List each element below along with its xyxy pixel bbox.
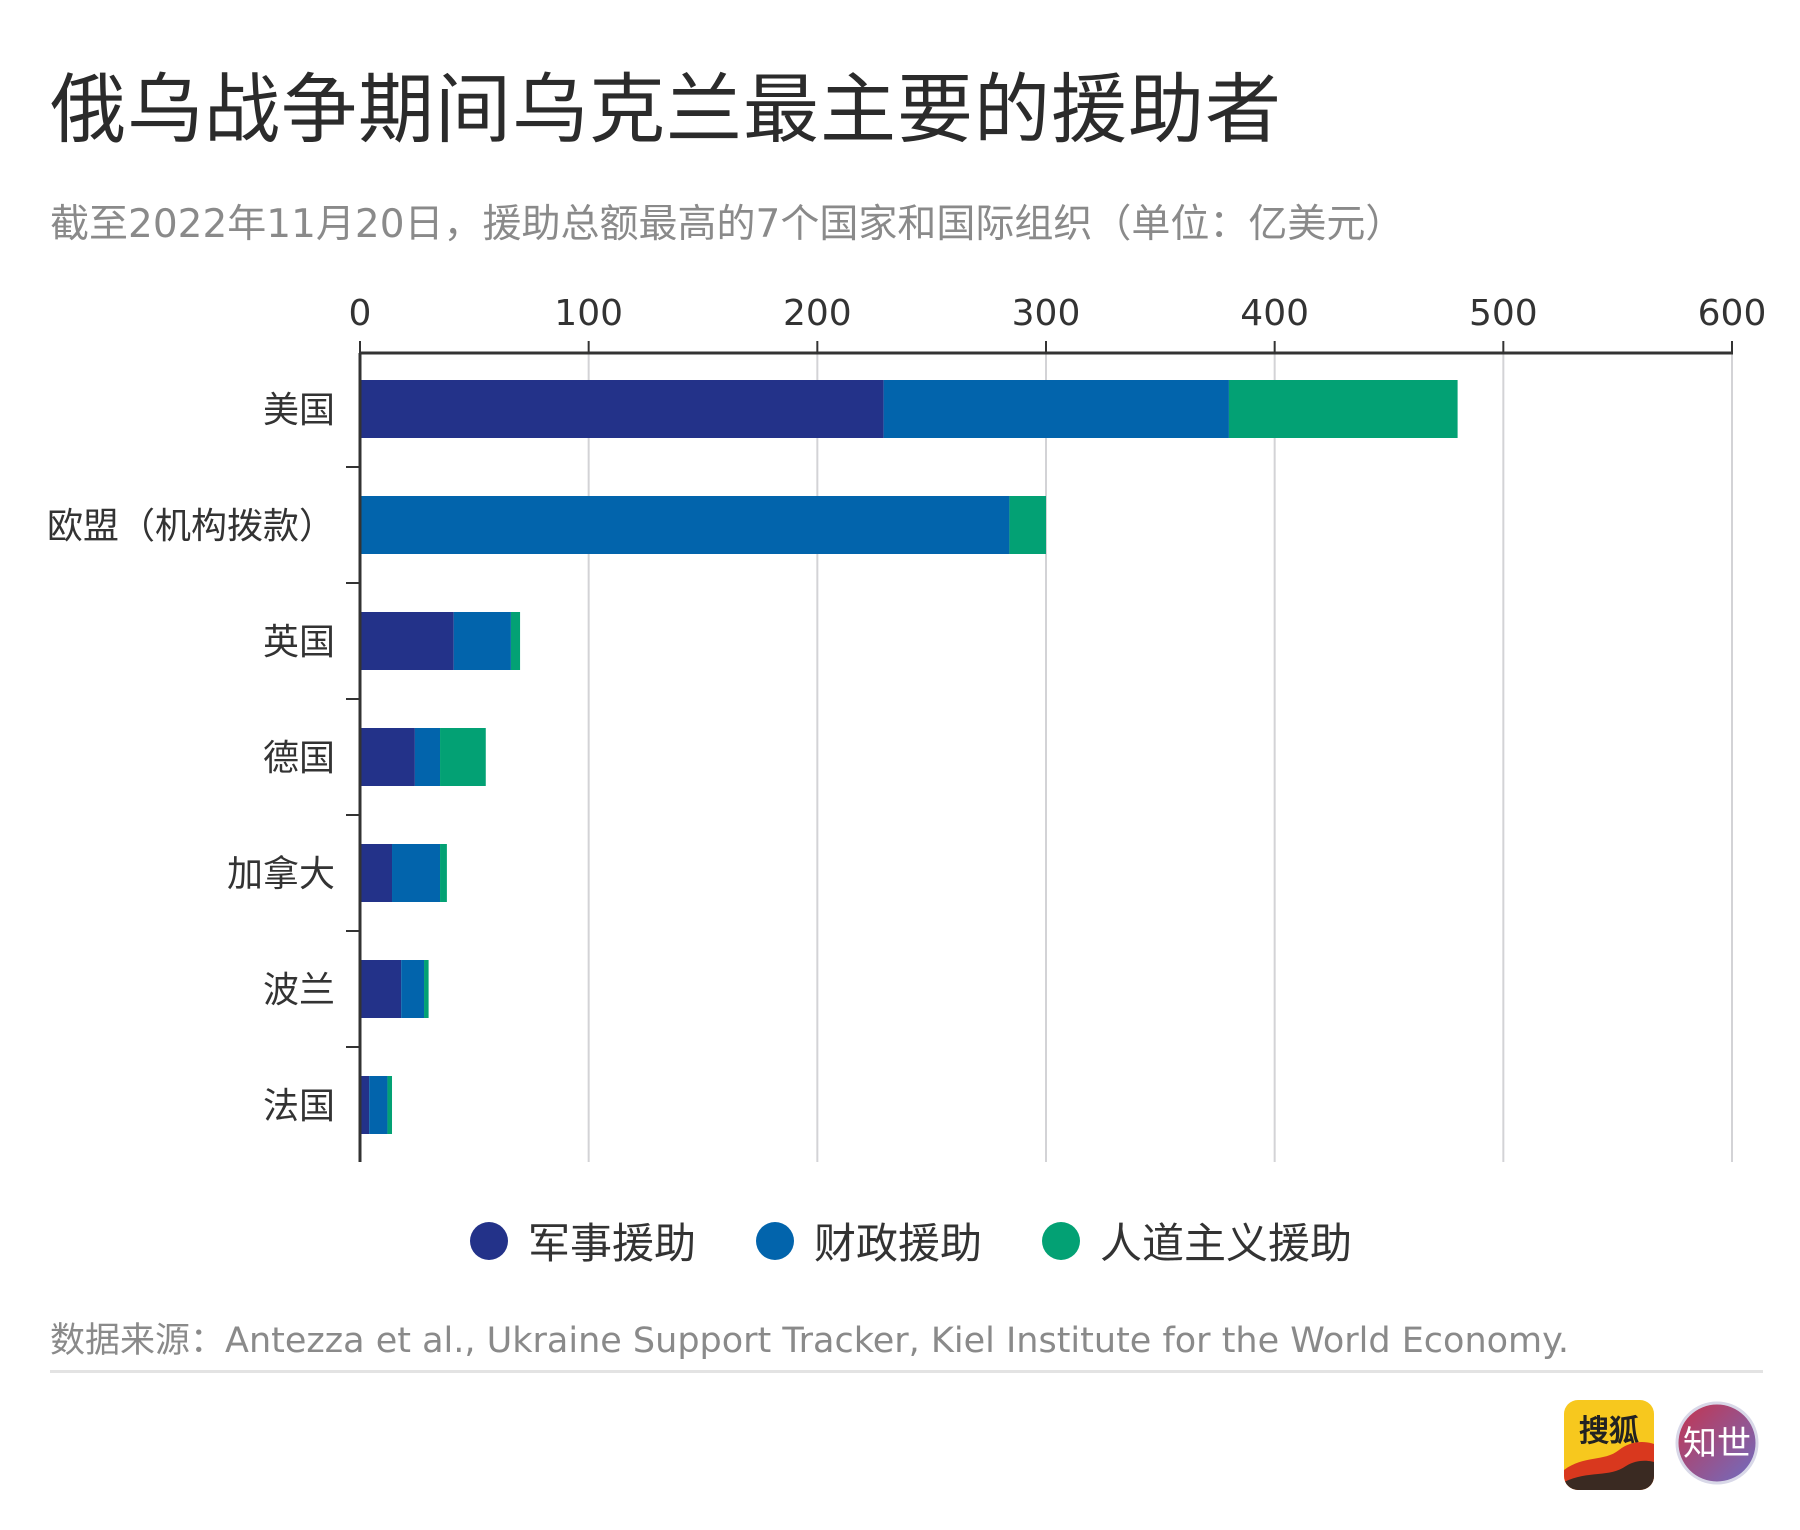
tick-label-x-300: 300 [1012, 293, 1081, 334]
legend-label-financial: 财政援助 [814, 1219, 983, 1268]
category-label-4: 加拿大 [227, 854, 335, 895]
category-label-2: 英国 [263, 622, 335, 663]
category-label-3: 德国 [263, 738, 335, 779]
category-label-1: 欧盟（机构拨款） [47, 506, 335, 547]
tick-label-x-600: 600 [1698, 293, 1767, 334]
bar-0-series-2 [1228, 380, 1458, 438]
category-label-0: 美国 [263, 390, 335, 431]
chart-subtitle: 截至2022年11月20日，援助总额最高的7个国家和国际组织（单位：亿美元） [50, 202, 1405, 247]
bar-4-series-1 [392, 844, 441, 902]
bar-5-series-1 [401, 960, 425, 1018]
bar-5-series-2 [424, 960, 429, 1018]
bar-4-series-0 [360, 844, 393, 902]
bar-4-series-2 [440, 844, 447, 902]
chart-legend: 军事援助 财政援助 人道主义援助 [470, 1210, 1352, 1271]
category-label-5: 波兰 [263, 970, 335, 1011]
category-label-6: 法国 [263, 1086, 335, 1127]
legend-label-military: 军事援助 [528, 1219, 697, 1268]
tick-label-x-400: 400 [1240, 293, 1309, 334]
tick-label-x-200: 200 [783, 293, 852, 334]
chart-title: 俄乌战争期间乌克兰最主要的援助者 [50, 65, 1282, 154]
legend-item-military: 军事援助 [470, 1210, 696, 1271]
sohu-fox-tail-icon [1564, 1442, 1654, 1490]
tick-label-x-0: 0 [349, 293, 372, 334]
bar-3-series-0 [360, 728, 415, 786]
bar-0-series-0 [360, 380, 884, 438]
legend-label-humanitarian: 人道主义援助 [1100, 1219, 1353, 1268]
zhishi-logo: 知世 [1675, 1401, 1759, 1485]
bar-2-series-0 [360, 612, 454, 670]
tick-label-x-100: 100 [554, 293, 623, 334]
tick-label-x-500: 500 [1469, 293, 1538, 334]
legend-item-financial: 财政援助 [756, 1210, 982, 1271]
bar-2-series-1 [453, 612, 511, 670]
bar-3-series-2 [440, 728, 486, 786]
bar-5-series-0 [360, 960, 402, 1018]
bar-6-series-2 [387, 1076, 393, 1134]
bar-6-series-1 [369, 1076, 388, 1134]
bar-2-series-2 [510, 612, 521, 670]
bar-6-series-0 [360, 1076, 370, 1134]
sohu-logo: 搜狐 [1564, 1400, 1654, 1490]
bar-1-series-1 [360, 496, 1010, 554]
legend-swatch-financial [756, 1221, 795, 1260]
data-source-note: 数据来源：Antezza et al., Ukraine Support Tra… [50, 1321, 1569, 1361]
footer-divider [50, 1370, 1763, 1373]
sohu-logo-text: 搜狐 [1579, 1414, 1639, 1449]
legend-swatch-humanitarian [1042, 1221, 1081, 1260]
bar-1-series-2 [1009, 496, 1046, 554]
legend-item-humanitarian: 人道主义援助 [1042, 1210, 1352, 1271]
bar-0-series-1 [883, 380, 1229, 438]
zhishi-logo-text: 知世 [1683, 1424, 1751, 1464]
legend-swatch-military [470, 1221, 508, 1260]
bar-3-series-1 [414, 728, 441, 786]
